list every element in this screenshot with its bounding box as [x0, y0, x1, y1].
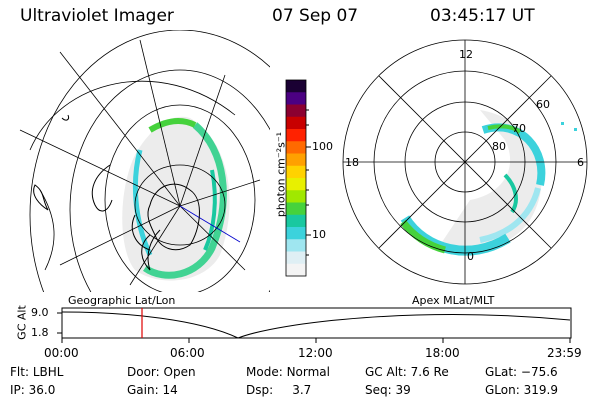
altitude-timeline: [57, 307, 572, 343]
mlt-label-6: 6: [577, 156, 584, 169]
colorbar-swatch: [286, 251, 306, 265]
colorbar-swatch: [286, 104, 306, 118]
info-gain: Gain: 14: [127, 383, 178, 397]
colorbar-swatch: [286, 227, 306, 240]
colorbar-swatch: [286, 116, 306, 130]
colorbar-swatch: [286, 80, 306, 93]
colorbar-tick-10: 10: [312, 228, 326, 241]
mlat-label-70: 70: [512, 122, 526, 135]
colorbar-unit-label: photon cm⁻²s⁻¹: [274, 131, 288, 218]
timeline-xtick-0600: 06:00: [170, 346, 205, 360]
colorbar-swatch: [286, 92, 306, 105]
geographic-map: [19, 30, 270, 292]
colorbar-swatch: [286, 202, 306, 216]
mlat-label-60: 60: [536, 98, 550, 111]
timeline-axis-label: GC Alt: [15, 305, 29, 340]
colorbar-swatch: [286, 141, 306, 154]
info-door: Door: Open: [127, 365, 196, 379]
date-label: 07 Sep 07: [272, 6, 359, 26]
info-glat: GLat: −75.6: [485, 365, 558, 379]
info-ip: IP: 36.0: [10, 383, 56, 397]
colorbar-tick-100: 100: [312, 140, 333, 153]
info-flt: Flt: LBHL: [10, 365, 64, 379]
timeline-xtick-1200: 12:00: [298, 346, 333, 360]
mlt-label-18: 18: [345, 156, 359, 169]
mlat-mlt-dial: [342, 39, 588, 285]
info-seq: Seq: 39: [365, 383, 411, 397]
timeline-ytick-high: 9.0: [31, 306, 49, 319]
colorbar-swatch: [286, 178, 306, 191]
timeline-xtick-0000: 00:00: [44, 346, 79, 360]
mlt-label-0: 0: [467, 250, 474, 263]
info-dsp: Dsp: 3.7: [246, 383, 312, 397]
instrument-title: Ultraviolet Imager: [20, 6, 174, 26]
colorbar-swatch: [286, 165, 306, 179]
right-map-caption: Apex MLat/MLT: [412, 294, 495, 307]
colorbar-swatch: [286, 153, 306, 167]
colorbar-swatch: [286, 239, 306, 252]
info-gc-alt: GC Alt: 7.6 Re: [365, 365, 449, 379]
mlat-label-80: 80: [492, 140, 506, 153]
timeline-ytick-low: 1.8: [31, 326, 49, 339]
colorbar: [285, 79, 311, 277]
timeline-xtick-2359: 23:59: [547, 346, 582, 360]
timeline-xtick-1800: 18:00: [425, 346, 460, 360]
colorbar-swatch: [286, 129, 306, 142]
colorbar-swatch: [286, 263, 306, 277]
time-label: 03:45:17 UT: [430, 6, 535, 26]
colorbar-swatch: [286, 214, 306, 228]
colorbar-swatch: [286, 190, 306, 203]
mlt-label-12: 12: [459, 48, 473, 61]
left-map-caption: Geographic Lat/Lon: [68, 294, 176, 307]
info-mode: Mode: Normal: [246, 365, 330, 379]
info-glon: GLon: 319.9: [485, 383, 558, 397]
